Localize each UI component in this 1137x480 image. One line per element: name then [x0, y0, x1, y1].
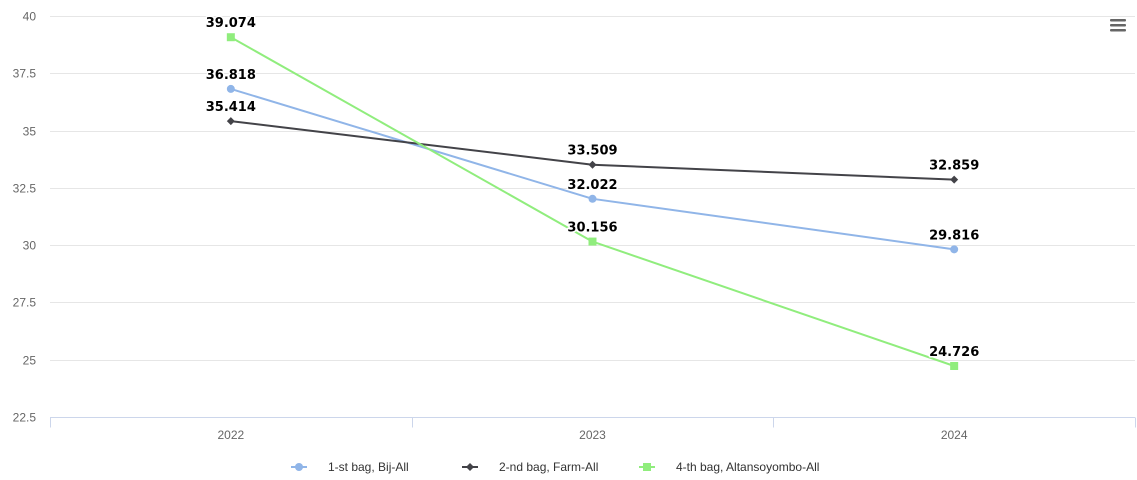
data-point-diamond[interactable] [588, 160, 597, 169]
data-label: 30.156 [567, 221, 617, 236]
data-point-square[interactable] [226, 33, 235, 42]
data-labels: 36.818 32.022 29.816 35.414 33.509 32.859 39.0… [204, 15, 981, 362]
legend-item-3[interactable]: 4-th bag, Altansoyombo-All [639, 460, 819, 474]
series-1[interactable] [226, 84, 959, 254]
legend-item-1[interactable]: 1-st bag, Bij-All [291, 460, 409, 474]
y-tick-label: 27.5 [13, 296, 37, 310]
data-point-circle[interactable] [950, 245, 959, 254]
y-tick-label: 25 [23, 354, 37, 368]
y-tick-label: 40 [23, 10, 37, 24]
data-point-square[interactable] [950, 361, 959, 370]
data-label: 39.074 [206, 16, 256, 31]
y-tick-label: 35 [23, 125, 37, 139]
x-axis [50, 417, 1136, 428]
data-label: 32.022 [567, 178, 617, 193]
data-label: 29.816 [929, 228, 979, 243]
series-layer [226, 33, 959, 370]
data-point-circle [295, 463, 303, 471]
series-3[interactable] [226, 33, 959, 370]
legend: 1-st bag, Bij-All 2-nd bag, Farm-All 4-th … [291, 460, 819, 474]
data-label: 33.509 [567, 144, 617, 159]
x-tick-label: 2024 [941, 428, 968, 442]
legend-label: 1-st bag, Bij-All [328, 460, 409, 474]
legend-item-2[interactable]: 2-nd bag, Farm-All [462, 460, 598, 474]
y-tick-label: 32.5 [13, 182, 37, 196]
data-point-square[interactable] [588, 237, 597, 246]
data-point-diamond[interactable] [950, 175, 959, 184]
x-tick-label: 2022 [217, 428, 244, 442]
data-label: 24.726 [929, 345, 979, 360]
series-2[interactable] [226, 117, 959, 184]
x-tick-label: 2023 [579, 428, 606, 442]
y-tick-label: 30 [23, 239, 37, 253]
data-point-circle[interactable] [588, 194, 597, 203]
legend-label: 4-th bag, Altansoyombo-All [676, 460, 819, 474]
data-point-diamond[interactable] [226, 117, 235, 126]
hamburger-menu-icon[interactable] [1110, 19, 1126, 32]
legend-label: 2-nd bag, Farm-All [499, 460, 598, 474]
y-axis: 22.5 25 27.5 30 32.5 35 37.5 40 [13, 10, 37, 425]
y-tick-label: 37.5 [13, 67, 37, 81]
data-label: 35.414 [206, 100, 256, 115]
data-point-square [643, 463, 651, 471]
data-label: 32.859 [929, 159, 979, 174]
chart-menu-button[interactable] [1108, 14, 1128, 34]
x-axis-labels: 2022 2023 2024 [217, 428, 967, 442]
y-tick-label: 22.5 [13, 411, 37, 425]
data-point-circle[interactable] [226, 84, 235, 93]
data-label: 36.818 [206, 68, 256, 83]
data-point-diamond [466, 463, 474, 471]
